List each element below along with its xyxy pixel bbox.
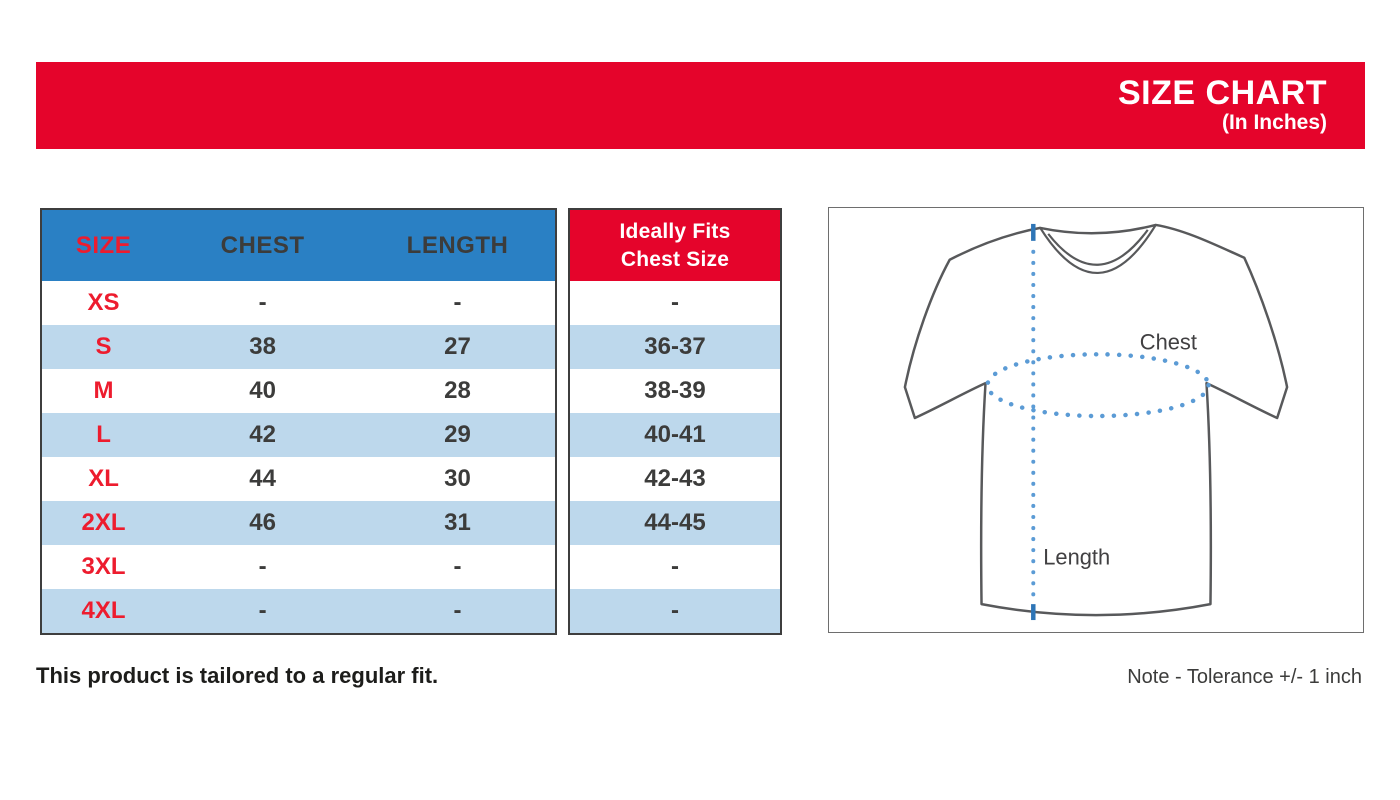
size-table-row: M 40 28 xyxy=(42,369,555,413)
length-cell: 28 xyxy=(444,377,471,404)
collar-band-outer xyxy=(1039,224,1157,275)
fit-table-row: - xyxy=(570,545,780,589)
fit-cell: - xyxy=(671,553,679,580)
length-cell: - xyxy=(453,553,462,580)
chest-cell: - xyxy=(258,289,267,316)
banner: SIZE CHART (In Inches) xyxy=(36,62,1365,149)
size-cell: S xyxy=(95,333,112,360)
size-cell: 2XL xyxy=(81,509,126,536)
size-table-row: XS - - xyxy=(42,281,555,325)
fit-header-line1: Ideally Fits xyxy=(619,220,731,244)
fit-cell: 44-45 xyxy=(644,509,706,536)
fit-table-header: Ideally Fits Chest Size xyxy=(570,210,780,281)
size-table-header: SIZE CHEST LENGTH xyxy=(42,210,555,281)
size-table-row: XL 44 30 xyxy=(42,457,555,501)
fit-cell: 38-39 xyxy=(644,377,706,404)
page-subtitle: (In Inches) xyxy=(1221,110,1327,134)
tshirt-diagram: Chest Length xyxy=(828,207,1364,633)
size-cell: M xyxy=(93,377,114,404)
fit-cell: - xyxy=(671,289,679,316)
size-table: SIZE CHEST LENGTH XS - - S 38 27 M 40 28 L 42 29 XL 4… xyxy=(40,208,557,635)
fit-cell: 40-41 xyxy=(644,421,706,448)
fit-cell: 36-37 xyxy=(644,333,706,360)
page-title: SIZE CHART xyxy=(1118,74,1327,113)
chest-cell: 44 xyxy=(249,465,276,492)
chest-cell: 42 xyxy=(249,421,276,448)
tshirt-outline xyxy=(903,223,1289,617)
size-table-body: XS - - S 38 27 M 40 28 L 42 29 XL 44 30 2XL 46 31 3XL - -4XL… xyxy=(42,281,555,633)
length-cell: 31 xyxy=(444,509,471,536)
fit-table-body: - 36-37 38-39 40-41 42-43 44-45 - - xyxy=(570,281,780,633)
chest-cell: - xyxy=(258,553,267,580)
collar-band-inner xyxy=(1047,229,1149,266)
tshirt-illustration: Chest Length xyxy=(903,223,1289,621)
fit-table-row: 36-37 xyxy=(570,325,780,369)
fit-table-row: 40-41 xyxy=(570,413,780,457)
chest-cell: 40 xyxy=(249,377,276,404)
size-cell: 3XL xyxy=(81,553,126,580)
fit-table-row: 44-45 xyxy=(570,501,780,545)
length-label: Length xyxy=(1043,544,1110,569)
tolerance-note: Note - Tolerance +/- 1 inch xyxy=(1127,666,1362,688)
size-table-row: L 42 29 xyxy=(42,413,555,457)
fit-cell: 42-43 xyxy=(644,465,706,492)
length-cell: - xyxy=(453,289,462,316)
size-cell: 4XL xyxy=(81,597,126,624)
chest-cell: 38 xyxy=(249,333,276,360)
fit-table-row: - xyxy=(570,589,780,633)
length-cell: 27 xyxy=(444,333,471,360)
size-cell: XL xyxy=(88,465,119,492)
length-cell: 30 xyxy=(444,465,471,492)
fit-table: Ideally Fits Chest Size - 36-37 38-39 40-41… xyxy=(568,208,782,635)
fit-note: This product is tailored to a regular fi… xyxy=(36,663,439,688)
column-header-chest: CHEST xyxy=(220,231,305,259)
length-cell: 29 xyxy=(444,421,471,448)
size-table-row: 2XL 46 31 xyxy=(42,501,555,545)
chest-label: Chest xyxy=(1140,329,1197,354)
fit-table-row: 42-43 xyxy=(570,457,780,501)
fit-table-row: 38-39 xyxy=(570,369,780,413)
size-table-row: S 38 27 xyxy=(42,325,555,369)
fit-cell: - xyxy=(671,597,679,624)
size-table-row: 3XL - - xyxy=(42,545,555,589)
chest-measure-ellipse xyxy=(985,352,1211,419)
column-header-length: LENGTH xyxy=(406,231,509,259)
size-cell: XS xyxy=(87,289,120,316)
size-cell: L xyxy=(96,421,111,448)
fit-header-line2: Chest Size xyxy=(620,247,730,271)
column-header-size: SIZE xyxy=(75,231,132,259)
fit-table-row: - xyxy=(570,281,780,325)
length-cell: - xyxy=(453,597,462,624)
size-table-row: 4XL - - xyxy=(42,589,555,633)
chest-cell: - xyxy=(258,597,267,624)
chest-cell: 46 xyxy=(249,509,276,536)
